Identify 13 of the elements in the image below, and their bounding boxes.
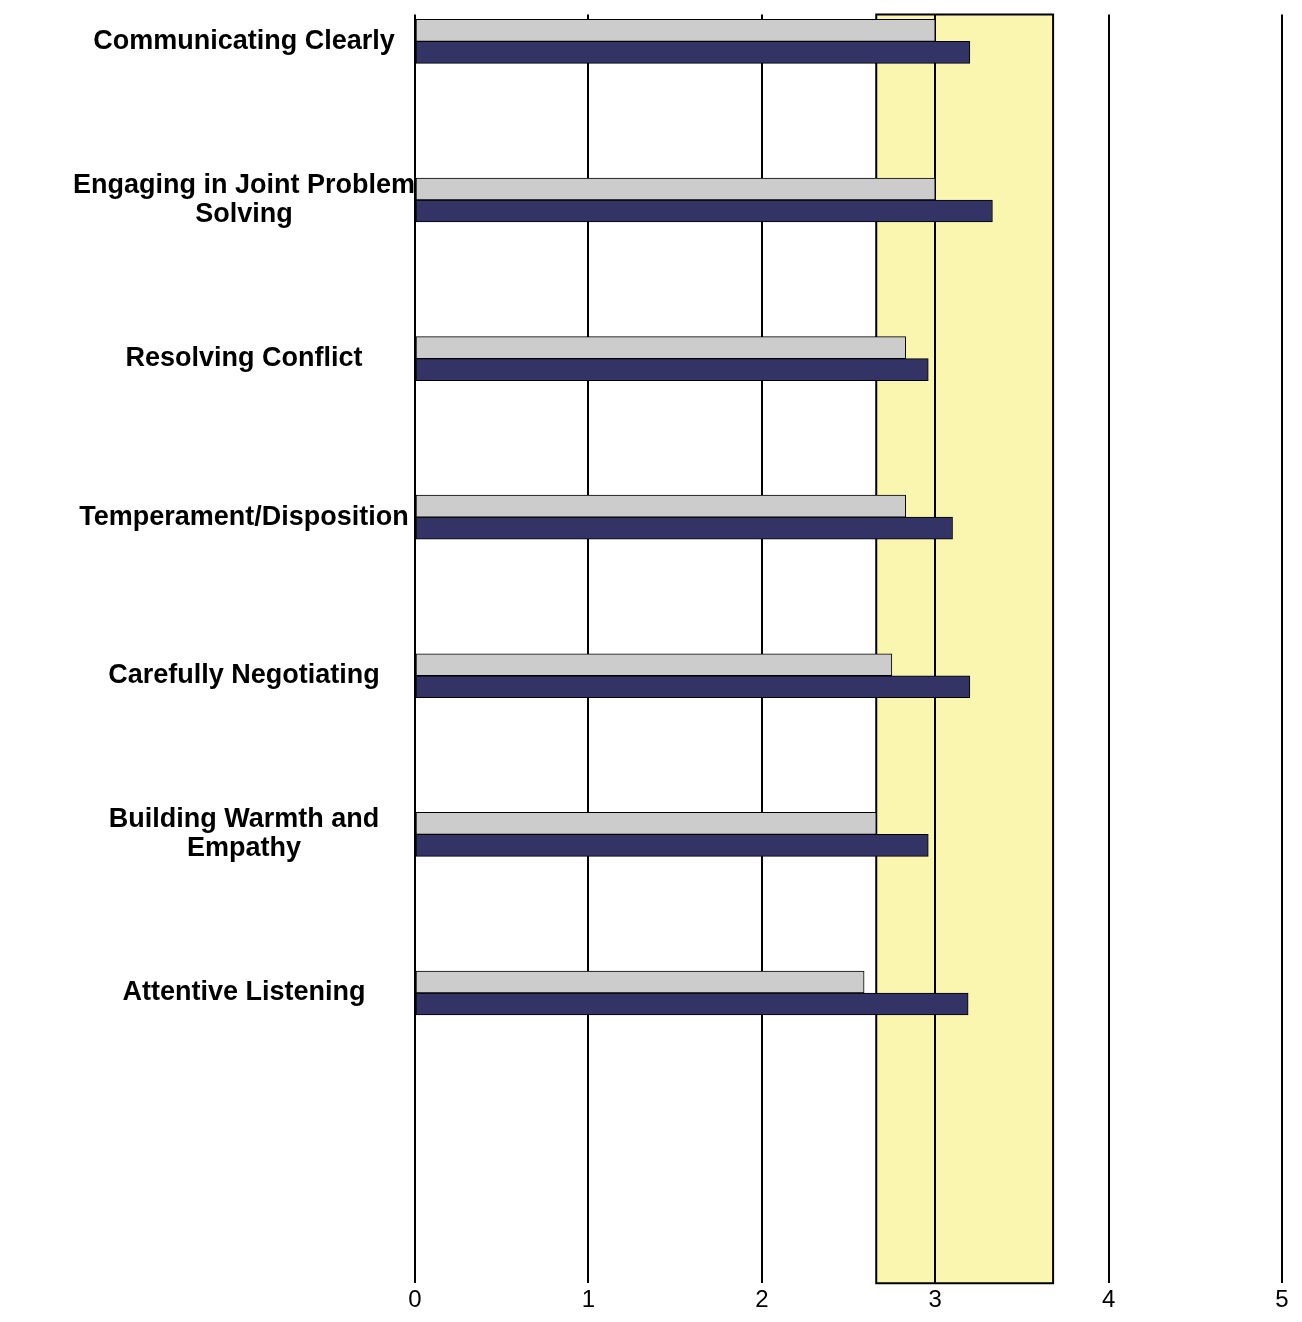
x-tick-label: 3 bbox=[928, 1285, 942, 1313]
x-tick-label: 4 bbox=[1101, 1285, 1116, 1313]
y-tick-label: Resolving Conflict bbox=[125, 342, 363, 373]
x-tick-label: 5 bbox=[1275, 1285, 1289, 1313]
x-tick-label: 2 bbox=[755, 1285, 769, 1313]
y-tick-label: Communicating Clearly bbox=[93, 24, 395, 55]
y-tick-label: Engaging in Joint Problem Solving bbox=[72, 169, 415, 228]
y-tick-label: Carefully Negotiating bbox=[108, 659, 380, 690]
y-tick-label: Temperament/Disposition bbox=[79, 500, 409, 531]
x-tick-label: 1 bbox=[581, 1285, 596, 1313]
y-tick-label: Building Warmth and Empathy bbox=[108, 803, 380, 863]
y-tick-label: Attentive Listening bbox=[122, 976, 366, 1007]
x-tick-label: 0 bbox=[408, 1285, 422, 1313]
